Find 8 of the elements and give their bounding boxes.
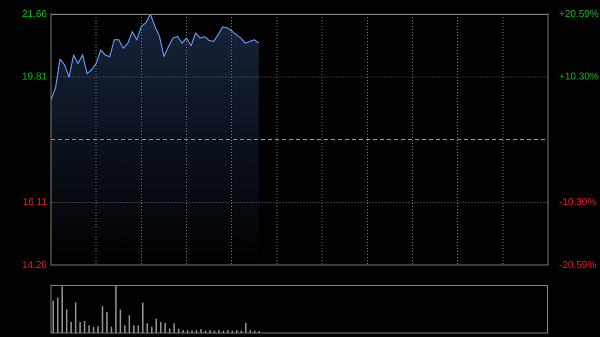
y-tick-label: 16.11	[22, 197, 48, 208]
y2-tick-label: -20.59%	[559, 260, 596, 271]
y2-tick-label: +20.59%	[559, 8, 599, 20]
y-tick-label: 19.81	[22, 72, 48, 82]
y-tick-label: 14.26	[22, 260, 48, 271]
y-tick-label: 21.66	[22, 8, 48, 20]
y2-tick-label: -10.30%	[559, 197, 596, 208]
y2-tick-label: +10.30%	[559, 71, 599, 82]
